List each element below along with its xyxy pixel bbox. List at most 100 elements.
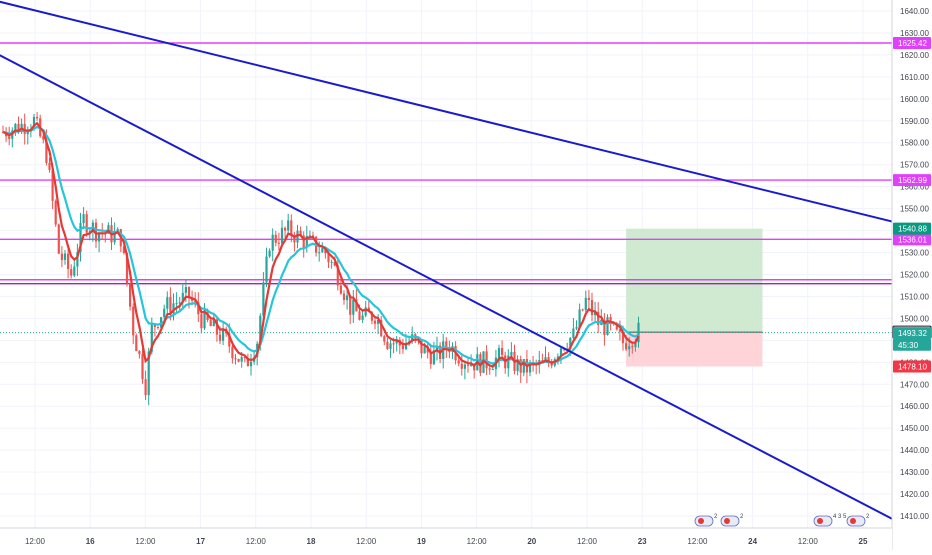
candle-body [138, 351, 141, 355]
candle-body [457, 360, 460, 364]
price-tick-label: 1510.00 [900, 292, 929, 301]
price-tag-label: 1540.88 [898, 225, 927, 234]
candle-body [395, 339, 398, 344]
candle-body [597, 311, 600, 326]
candle-body [144, 379, 147, 396]
horizontal-levels[interactable] [0, 42, 892, 285]
candle-body [82, 214, 85, 224]
candle-body [268, 250, 271, 257]
candle-body [352, 299, 355, 315]
candle-body [327, 253, 330, 263]
candle-body [637, 322, 640, 343]
price-tag-label: 1478.10 [898, 362, 927, 371]
price-tick-label: 1620.00 [900, 51, 929, 60]
candle-body [466, 364, 470, 366]
time-tick-label: 25 [859, 537, 868, 546]
level-price-tag [893, 233, 931, 246]
time-tick-label: 12:00 [246, 537, 267, 546]
ema-fast-line [2, 121, 640, 368]
event-badge-count: 2 [714, 514, 718, 520]
candle-body [178, 302, 181, 304]
candle-body [262, 282, 265, 316]
candle-body [634, 342, 637, 347]
candle-body [234, 358, 237, 360]
candle-body [197, 301, 200, 315]
price-tick-label: 1440.00 [900, 446, 929, 455]
price-axis-panel [892, 0, 932, 550]
moving-averages [2, 121, 640, 368]
candle-body [63, 253, 67, 260]
candle-body [302, 235, 305, 248]
price-tick-label: 1550.00 [900, 205, 929, 214]
candle-body [435, 345, 439, 351]
candle-body [581, 309, 584, 311]
candle-body [550, 363, 553, 366]
candle-body [516, 359, 519, 372]
candle-body [330, 261, 333, 263]
candle-body [460, 363, 463, 369]
candle-body [603, 319, 606, 335]
event-badges[interactable]: 2 2 4 3 5 2 [694, 514, 870, 527]
time-tick-label: 12:00 [687, 537, 708, 546]
candle-body [222, 328, 225, 341]
candle-body [243, 357, 246, 359]
candle-body [113, 231, 116, 243]
candle-body [169, 297, 172, 314]
candle-body [296, 230, 299, 243]
price-tag [893, 360, 931, 373]
event-flag-icon [724, 518, 730, 524]
candle-body [271, 234, 274, 251]
candle-body [321, 248, 324, 253]
candle-body [358, 311, 361, 320]
candle-body [544, 357, 547, 361]
candle-body [339, 285, 342, 294]
candle-body [355, 299, 358, 312]
price-tick-label: 1410.00 [900, 512, 929, 521]
candle-body [141, 354, 144, 380]
candle-body [569, 337, 572, 350]
candle-body [246, 357, 249, 367]
candle-body [172, 303, 175, 314]
time-tick-label: 17 [196, 537, 205, 546]
trend-lines[interactable] [0, 0, 922, 535]
candle-body [200, 314, 203, 329]
candle-body [237, 359, 240, 362]
time-tick-label: 12:00 [467, 537, 488, 546]
candle-body [54, 200, 57, 225]
candle-body [51, 169, 54, 201]
candle-body [420, 340, 423, 354]
long-position-tool[interactable] [0, 228, 892, 367]
event-flag-icon [817, 518, 823, 524]
candle-body [380, 319, 383, 337]
event-flag-icon [850, 518, 856, 524]
candle-body [166, 297, 169, 309]
level-price-tag-label: 1562.99 [898, 176, 927, 185]
trend-line [0, 54, 922, 535]
time-tick-label: 12:00 [577, 537, 598, 546]
time-tick-label: 20 [527, 537, 536, 546]
candle-body [284, 227, 287, 231]
candle-body [361, 315, 364, 320]
candle-body [631, 346, 634, 348]
price-tick-label: 1470.00 [900, 380, 929, 389]
candle-body [432, 350, 435, 365]
candle-body [129, 283, 132, 307]
candle-body [147, 351, 150, 396]
candle-body [14, 123, 17, 131]
candle-body [470, 363, 473, 366]
candle-body [377, 319, 380, 324]
candle-body [547, 357, 550, 364]
price-tick-label: 1500.00 [900, 314, 929, 323]
candle-body [501, 348, 504, 356]
candle-body [308, 235, 311, 237]
candle-body [181, 292, 184, 303]
event-badge-count: 2 [740, 514, 744, 520]
candle-body [615, 323, 618, 330]
candle-body [265, 256, 268, 283]
time-tick-label: 12:00 [356, 537, 377, 546]
candle-body [401, 345, 404, 350]
candle-body [445, 341, 448, 350]
candle-body [249, 361, 253, 367]
